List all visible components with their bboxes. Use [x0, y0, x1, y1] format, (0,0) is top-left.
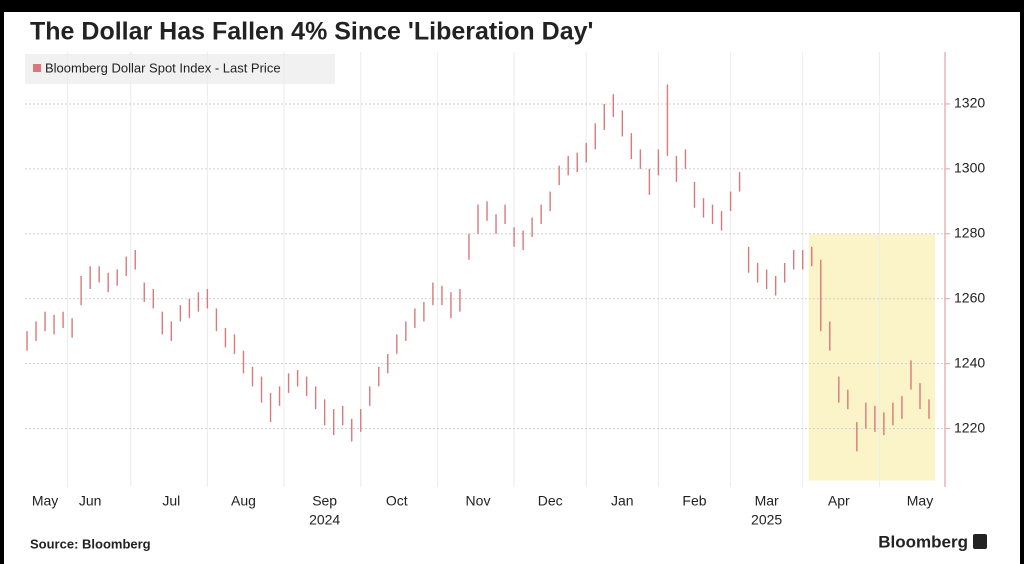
- x-tick-label: Feb: [682, 493, 706, 509]
- x-tick-label: Nov: [466, 493, 491, 509]
- source: Source: Bloomberg: [30, 536, 151, 551]
- y-tick-label: 1300: [954, 160, 985, 176]
- y-tick-label: 1280: [954, 224, 985, 240]
- x-tick-label: Apr: [828, 493, 850, 509]
- brand-icon: [973, 534, 987, 549]
- x-year-label: 2025: [751, 512, 782, 528]
- y-tick-label: 1240: [954, 354, 985, 370]
- legend-label: Bloomberg Dollar Spot Index - Last Price: [45, 60, 281, 75]
- y-tick-label: 1220: [954, 419, 985, 435]
- x-tick-label: Jul: [162, 493, 180, 509]
- x-tick-label: Jan: [611, 493, 634, 509]
- x-tick-label: May: [907, 493, 933, 509]
- x-tick-label: Aug: [231, 493, 256, 509]
- x-year-label: 2024: [309, 512, 340, 528]
- y-tick-label: 1260: [954, 289, 985, 305]
- y-tick-label: 1320: [954, 95, 985, 111]
- x-tick-label: Jun: [79, 493, 102, 509]
- x-tick-label: Sep: [312, 493, 337, 509]
- chart-title: The Dollar Has Fallen 4% Since 'Liberati…: [30, 18, 593, 46]
- highlight-box: [808, 233, 935, 481]
- x-tick-label: May: [32, 493, 58, 509]
- x-tick-label: Dec: [538, 493, 563, 509]
- x-tick-label: Oct: [386, 493, 408, 509]
- legend-box: [25, 54, 335, 84]
- brand: Bloomberg: [878, 532, 968, 551]
- x-tick-label: Mar: [755, 493, 779, 509]
- legend-swatch: [33, 64, 41, 72]
